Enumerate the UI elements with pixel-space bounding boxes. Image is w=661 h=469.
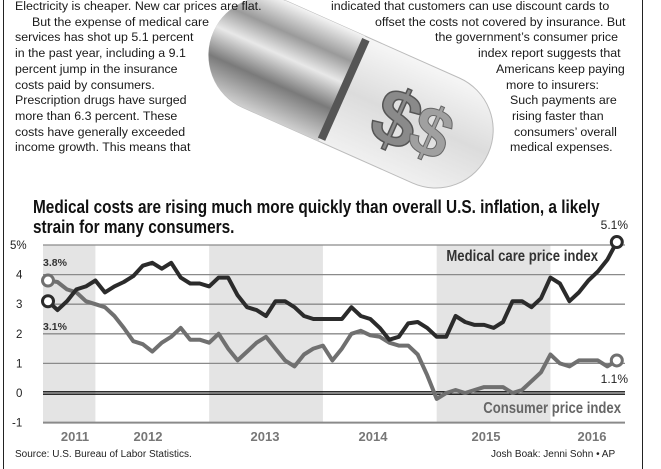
article-text-line: Americans keep paying <box>496 61 625 76</box>
source-note: Source: U.S. Bureau of Labor Statistics. <box>15 449 192 460</box>
y-tick-label: 1 <box>16 358 22 370</box>
y-tick-label: 5% <box>10 240 27 252</box>
article-text-line: rising faster than <box>512 108 604 123</box>
article-text-line: costs paid by consumers. <box>15 77 155 92</box>
series-label-cpi: Consumer price index <box>483 400 622 417</box>
article-text-line: the government’s consumer price <box>435 30 618 45</box>
article-text-line: costs have generally exceeded <box>15 124 186 139</box>
article-text-line: Prescription drugs have surged <box>15 93 187 108</box>
pill-illustration: $ $ <box>208 0 494 189</box>
y-tick-label: 2 <box>16 329 22 341</box>
series-end-marker <box>609 353 624 368</box>
chart-title: Medical costs are rising much more quick… <box>33 197 622 237</box>
y-tick-label: -1 <box>12 418 22 430</box>
series-label-medical-care: Medical care price index <box>446 248 598 265</box>
chart-title-text: Medical costs are rising much more quick… <box>33 196 600 237</box>
column-rule-right <box>642 0 643 469</box>
article-text-line: medical expenses. <box>510 140 613 155</box>
series-end-marker <box>609 235 624 250</box>
article-text-line: more than 6.3 percent. These <box>15 108 178 123</box>
end-value-label-medical: 5.1% <box>601 218 629 232</box>
article-text-line: Such payments are <box>510 93 617 108</box>
x-tick-label: 2016 <box>578 429 607 444</box>
x-tick-label: 2014 <box>359 429 389 444</box>
article-text-line: consumers’ overall <box>514 124 617 139</box>
article-text-line: in the past year, including a 9.1 <box>15 46 186 61</box>
column-rule-left <box>3 0 4 469</box>
credit-line: Josh Boak: Jenni Sohn • AP <box>491 449 616 460</box>
article-text-line: offset the costs not covered by insuranc… <box>375 14 626 29</box>
y-tick-label: 4 <box>16 270 23 282</box>
article-text-line: index report suggests that <box>478 46 621 61</box>
y-tick-label: 3 <box>16 299 22 311</box>
y-tick-label: 0 <box>16 388 22 400</box>
article-text-line: income growth. This means that <box>15 140 191 155</box>
x-tick-label: 2012 <box>134 429 163 444</box>
series-start-marker <box>41 273 55 288</box>
article-text-line: But the expense of medical care <box>32 14 210 29</box>
article-text-line: Electricity is cheaper. New car prices a… <box>15 0 262 13</box>
x-tick-label: 2011 <box>61 429 89 444</box>
x-tick-label: 2013 <box>251 429 280 444</box>
end-value-label-cpi: 1.1% <box>601 372 629 386</box>
series-start-marker <box>41 294 55 309</box>
article-text-line: percent jump in the insurance <box>15 61 178 76</box>
start-value-label-cpi: 3.8% <box>43 257 68 269</box>
article-text-line: services has shot up 5.1 percent <box>15 30 194 45</box>
article-text-line: more to insurers: <box>506 77 599 92</box>
x-tick-label: 2015 <box>472 429 501 444</box>
start-value-label-medical: 3.1% <box>43 321 68 333</box>
article-text-line: indicated that customers can use discoun… <box>331 0 610 13</box>
